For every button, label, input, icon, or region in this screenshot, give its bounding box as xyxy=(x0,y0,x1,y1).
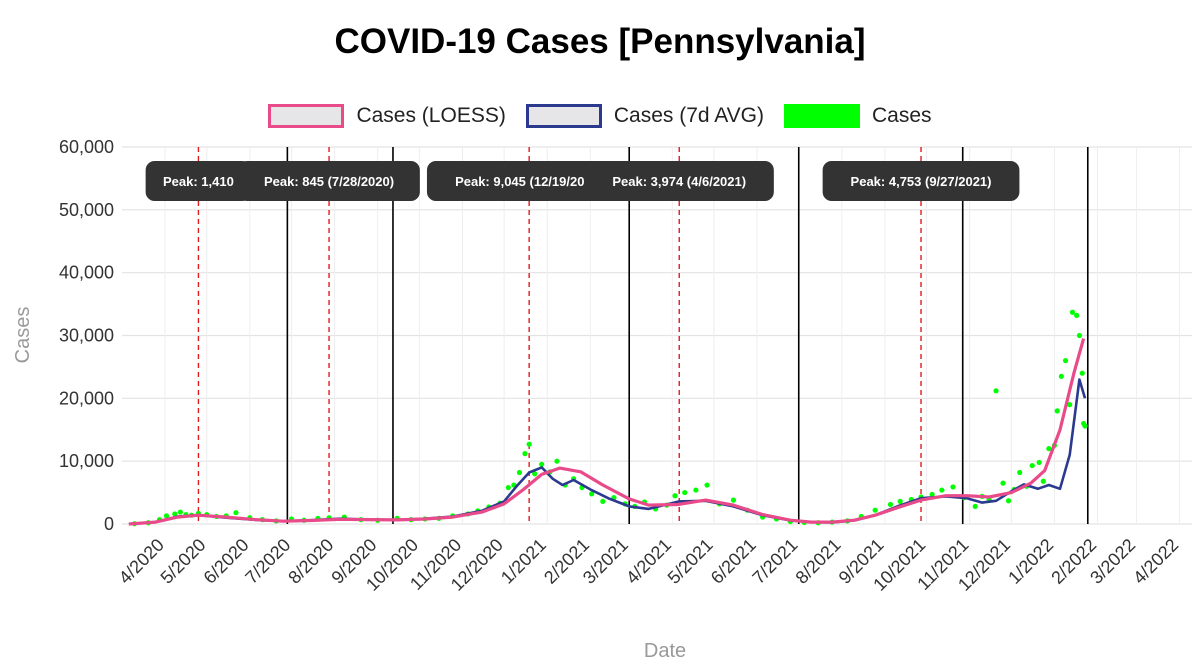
x-tick-label: 7/2020 xyxy=(241,535,294,588)
legend-item-avg: Cases (7d AVG) xyxy=(525,104,765,128)
case-point xyxy=(929,491,935,498)
case-point xyxy=(1082,423,1088,429)
case-point xyxy=(233,510,239,516)
case-point xyxy=(526,441,532,447)
case-point xyxy=(532,471,538,477)
case-point xyxy=(554,458,560,464)
case-point xyxy=(950,484,956,490)
y-tick-label: 20,000 xyxy=(59,388,114,408)
case-point xyxy=(939,487,945,493)
legend-key-avg xyxy=(525,104,602,128)
y-tick-label: 60,000 xyxy=(59,137,114,157)
y-axis-title: Cases xyxy=(12,307,34,364)
case-point xyxy=(522,451,528,457)
legend-label-cases: Cases xyxy=(872,104,932,127)
case-point xyxy=(600,498,606,504)
case-point xyxy=(1069,309,1076,315)
case-point xyxy=(589,491,595,497)
avg-line xyxy=(128,378,1087,526)
case-point xyxy=(972,503,978,510)
case-point xyxy=(505,484,511,491)
x-tick-label: 4/2020 xyxy=(115,535,168,588)
peak-label-box xyxy=(238,161,420,201)
case-point xyxy=(539,461,545,467)
x-tick-label: 1/2022 xyxy=(1004,535,1057,588)
case-point xyxy=(1062,358,1069,364)
case-point xyxy=(897,498,903,504)
y-axis: 0 10,000 20,000 30,000 40,000 50,000 60,000 xyxy=(59,137,114,534)
x-tick-label: 4/2021 xyxy=(622,535,675,588)
x-tick-label: 5/2021 xyxy=(664,535,717,588)
case-point xyxy=(1029,462,1035,469)
chart-title: COVID-19 Cases [Pennsylvania] xyxy=(334,22,866,61)
peak-label-text: Peak: 3,974 (4/6/2021) xyxy=(612,174,746,189)
peak-label-box xyxy=(426,161,632,201)
x-axis-title: Date xyxy=(644,640,686,662)
case-point xyxy=(1067,402,1073,408)
x-axis: 4/20205/20206/20207/20208/20209/202010/2… xyxy=(115,535,1182,595)
peak-label-text: Peak: 845 (7/28/2020) xyxy=(264,174,394,189)
peak-label-text: Peak: 4,753 (9/27/2021) xyxy=(851,174,992,189)
y-tick-label: 10,000 xyxy=(59,451,114,471)
peak-label-box xyxy=(145,161,252,201)
reference-lines xyxy=(197,147,1089,524)
legend-item-loess: Cases (LOESS) xyxy=(268,104,506,128)
case-point xyxy=(1058,373,1064,379)
legend-key-cases xyxy=(784,104,861,128)
legend-label-loess: Cases (LOESS) xyxy=(356,104,506,127)
case-point xyxy=(693,487,699,493)
case-point xyxy=(163,513,170,519)
case-point xyxy=(672,493,678,499)
peak-label-box xyxy=(584,161,774,201)
x-tick-label: 5/2020 xyxy=(157,535,210,588)
x-tick-label: 6/2021 xyxy=(707,535,760,588)
y-tick-label: 30,000 xyxy=(59,326,114,346)
case-point xyxy=(682,489,688,496)
case-point xyxy=(1017,469,1023,476)
case-point xyxy=(704,482,710,488)
case-point xyxy=(172,511,178,517)
case-point xyxy=(1036,459,1042,466)
legend-label-avg: Cases (7d AVG) xyxy=(613,104,765,127)
legend-key-loess xyxy=(268,104,345,128)
y-tick-label: 0 xyxy=(104,514,114,534)
case-point xyxy=(993,388,999,394)
case-point xyxy=(1005,498,1012,504)
case-point xyxy=(872,507,878,513)
case-point xyxy=(1074,312,1080,318)
case-point xyxy=(1046,446,1052,452)
x-tick-label: 6/2020 xyxy=(200,535,253,588)
case-point xyxy=(1040,478,1046,484)
x-tick-label: 8/2020 xyxy=(284,535,337,588)
loess-line xyxy=(128,338,1086,526)
x-tick-label: 8/2021 xyxy=(792,535,845,588)
case-point xyxy=(177,509,183,515)
peak-label-text: Peak: 1,410 xyxy=(163,174,234,189)
case-point xyxy=(1054,408,1060,414)
peak-label-box xyxy=(822,161,1020,201)
case-point xyxy=(887,501,894,508)
x-tick-label: 1/2021 xyxy=(497,535,550,588)
case-point xyxy=(516,469,523,476)
cases-points xyxy=(131,309,1088,527)
peak-label-text: Peak: 9,045 (12/19/2020) xyxy=(455,174,603,189)
x-tick-label: 7/2021 xyxy=(748,535,801,588)
x-tick-label: 4/2022 xyxy=(1129,535,1182,588)
y-tick-label: 40,000 xyxy=(59,263,114,283)
case-point xyxy=(1079,370,1085,376)
y-tick-label: 50,000 xyxy=(59,200,114,220)
case-point xyxy=(730,497,737,503)
case-point xyxy=(1000,480,1006,486)
peak-labels: Peak: 1,410 Peak: 845 (7/28/2020) Peak: 9,… xyxy=(145,161,1020,201)
legend: Cases (LOESS) Cases (7d AVG) Cases xyxy=(0,99,1200,133)
legend-item-cases: Cases xyxy=(784,104,932,128)
case-point xyxy=(1076,332,1083,339)
series-lines xyxy=(128,338,1087,526)
